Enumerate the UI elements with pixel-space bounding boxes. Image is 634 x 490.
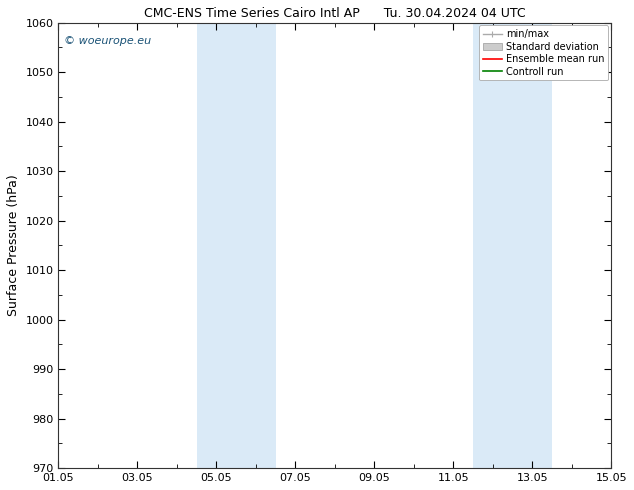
Title: CMC-ENS Time Series Cairo Intl AP      Tu. 30.04.2024 04 UTC: CMC-ENS Time Series Cairo Intl AP Tu. 30… bbox=[144, 7, 526, 20]
Y-axis label: Surface Pressure (hPa): Surface Pressure (hPa) bbox=[7, 174, 20, 316]
Text: © woeurope.eu: © woeurope.eu bbox=[64, 36, 151, 46]
Bar bbox=[197, 23, 276, 468]
Legend: min/max, Standard deviation, Ensemble mean run, Controll run: min/max, Standard deviation, Ensemble me… bbox=[479, 25, 609, 80]
Bar bbox=[473, 23, 552, 468]
